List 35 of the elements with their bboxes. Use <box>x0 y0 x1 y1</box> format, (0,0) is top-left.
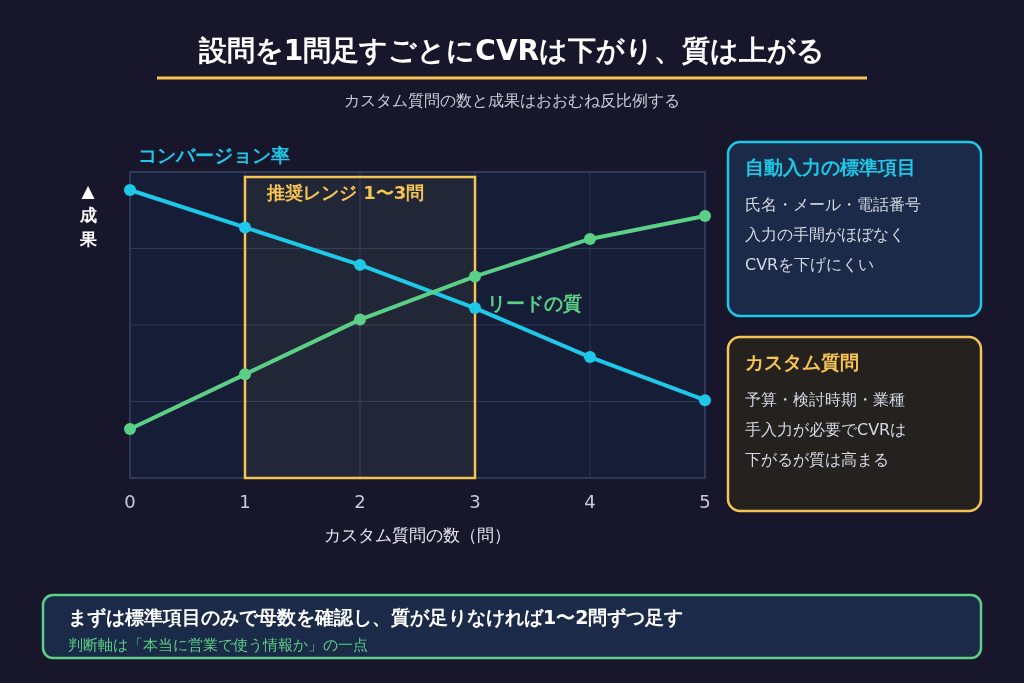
x-tick-label: 0 <box>124 491 136 512</box>
point <box>354 313 366 326</box>
x-tick-label: 1 <box>239 491 251 512</box>
text: 下がるが質は高まる <box>745 450 889 469</box>
band-label: 推奨レンジ 1〜3問 <box>266 182 425 203</box>
series-label: コンバージョン率 <box>138 144 290 166</box>
point <box>354 258 366 271</box>
y-axis-title: ▲成果 <box>78 181 98 249</box>
x-tick-label: 4 <box>584 491 596 512</box>
point <box>584 351 596 364</box>
point <box>239 368 251 381</box>
x-tick-label: 5 <box>699 491 711 512</box>
x-tick-label: 3 <box>469 491 481 512</box>
chart-title: 設問を1問足すごとにCVRは下がり、質は上がる <box>197 34 826 67</box>
point <box>584 232 596 245</box>
series-label: リードの質 <box>487 292 582 315</box>
text: まずは標準項目のみで母数を確認し、質が足りなければ1〜2問ずつ足す <box>68 606 684 629</box>
text: 入力の手間がほぼなく <box>745 225 905 244</box>
text: 手入力が必要でCVRは <box>745 420 907 439</box>
x-tick-label: 2 <box>354 491 366 512</box>
text: カスタム質問 <box>745 351 859 373</box>
text: CVRを下げにくい <box>745 255 875 274</box>
text: 予算・検討時期・業種 <box>745 390 905 409</box>
point <box>124 423 136 436</box>
point <box>699 394 711 407</box>
point <box>469 270 481 283</box>
text: 氏名・メール・電話番号 <box>745 195 921 214</box>
text: 判断軸は「本当に営業で使う情報か」の一点 <box>68 636 368 654</box>
point <box>469 302 481 315</box>
x-axis-title: カスタム質問の数（問） <box>324 525 511 545</box>
point <box>699 209 711 222</box>
chart-subtitle: カスタム質問の数と成果はおおむね反比例する <box>344 91 680 110</box>
point <box>239 221 251 234</box>
text: 自動入力の標準項目 <box>745 156 916 178</box>
point <box>124 184 136 196</box>
